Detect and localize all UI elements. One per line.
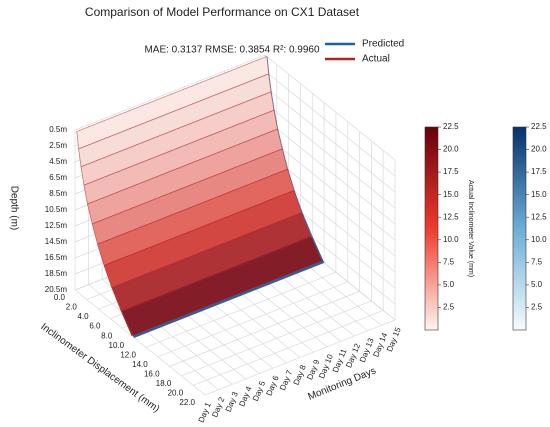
y-tick-label: Day 15 [385, 326, 403, 353]
z-tick-label: 6.5m [49, 173, 67, 182]
grid-line [264, 70, 396, 177]
grid-line [88, 284, 219, 390]
z-tick-label: 14.5m [45, 237, 68, 246]
x-tick-label: 14.0 [132, 360, 148, 369]
z-tick-label: 2.5m [49, 141, 67, 150]
z-tick-label: 10.5m [45, 205, 68, 214]
colorbar-tick-label: 17.5 [531, 167, 547, 176]
colorbar-tick-label: 20.0 [531, 145, 547, 154]
colorbar-tick-label: 15.0 [531, 190, 547, 199]
colorbar-label: Actual Inclinometer Value (mm) [467, 180, 474, 277]
z-tick-label: 18.5m [45, 269, 68, 278]
z-tick-label: 12.5m [45, 221, 68, 230]
grid-line [264, 86, 396, 193]
x-tick-label: 20.0 [168, 389, 184, 398]
z-tick-label: 20.5m [45, 285, 68, 294]
colorbar-tick-label: 20.0 [443, 145, 459, 154]
x-tick-label: 6.0 [89, 322, 101, 331]
x-tick-label: 0.0 [54, 293, 66, 302]
z-tick-label: 0.5m [49, 125, 67, 134]
colorbar [424, 126, 439, 331]
colorbar-tick-label: 2.5 [531, 303, 543, 312]
metrics-annotation: MAE: 0.3137 RMSE: 0.3854 R²: 0.9960 [144, 45, 320, 56]
z-axis-label: Depth (m) [8, 186, 19, 230]
colorbar-tick-label: 7.5 [531, 257, 543, 266]
colorbar-tick-label: 22.5 [531, 122, 547, 131]
grid-line [264, 54, 396, 161]
chart-title: Comparison of Model Performance on CX1 D… [85, 5, 360, 19]
colorbar-tick-label: 12.5 [443, 212, 459, 221]
colorbar-tick-label: 10.0 [443, 235, 459, 244]
x-tick-label: 16.0 [144, 369, 160, 378]
colorbar-tick-label: 22.5 [443, 122, 459, 131]
legend-label: Predicted [362, 39, 404, 50]
x-tick-label: 10.0 [109, 341, 125, 350]
x-tick-label: 22.0 [179, 398, 195, 407]
grid-line [264, 102, 396, 209]
z-tick-label: 8.5m [49, 189, 67, 198]
x-tick-label: 4.0 [78, 312, 90, 321]
x-tick-label: 18.0 [156, 379, 172, 388]
z-tick-label: 16.5m [45, 253, 68, 262]
colorbar-tick-label: 7.5 [443, 257, 455, 266]
x-tick-label: 12.0 [120, 350, 136, 359]
colorbar-tick-label: 15.0 [443, 190, 459, 199]
colorbar-tick-label: 17.5 [443, 167, 459, 176]
colorbar-tick-label: 5.0 [531, 280, 543, 289]
grid-line [74, 289, 206, 396]
x-tick-label: 2.0 [66, 303, 78, 312]
colorbar-tick-label: 2.5 [443, 303, 455, 312]
x-tick-label: 8.0 [101, 331, 113, 340]
colorbar-tick-label: 10.0 [531, 235, 547, 244]
legend-label: Actual [362, 54, 390, 65]
surface-band [120, 235, 322, 337]
z-tick-label: 4.5m [49, 157, 67, 166]
grid-line [264, 118, 396, 225]
colorbar-tick-label: 5.0 [443, 280, 455, 289]
grid-line [264, 134, 396, 241]
colorbar [512, 126, 527, 331]
colorbar-tick-label: 12.5 [531, 212, 547, 221]
